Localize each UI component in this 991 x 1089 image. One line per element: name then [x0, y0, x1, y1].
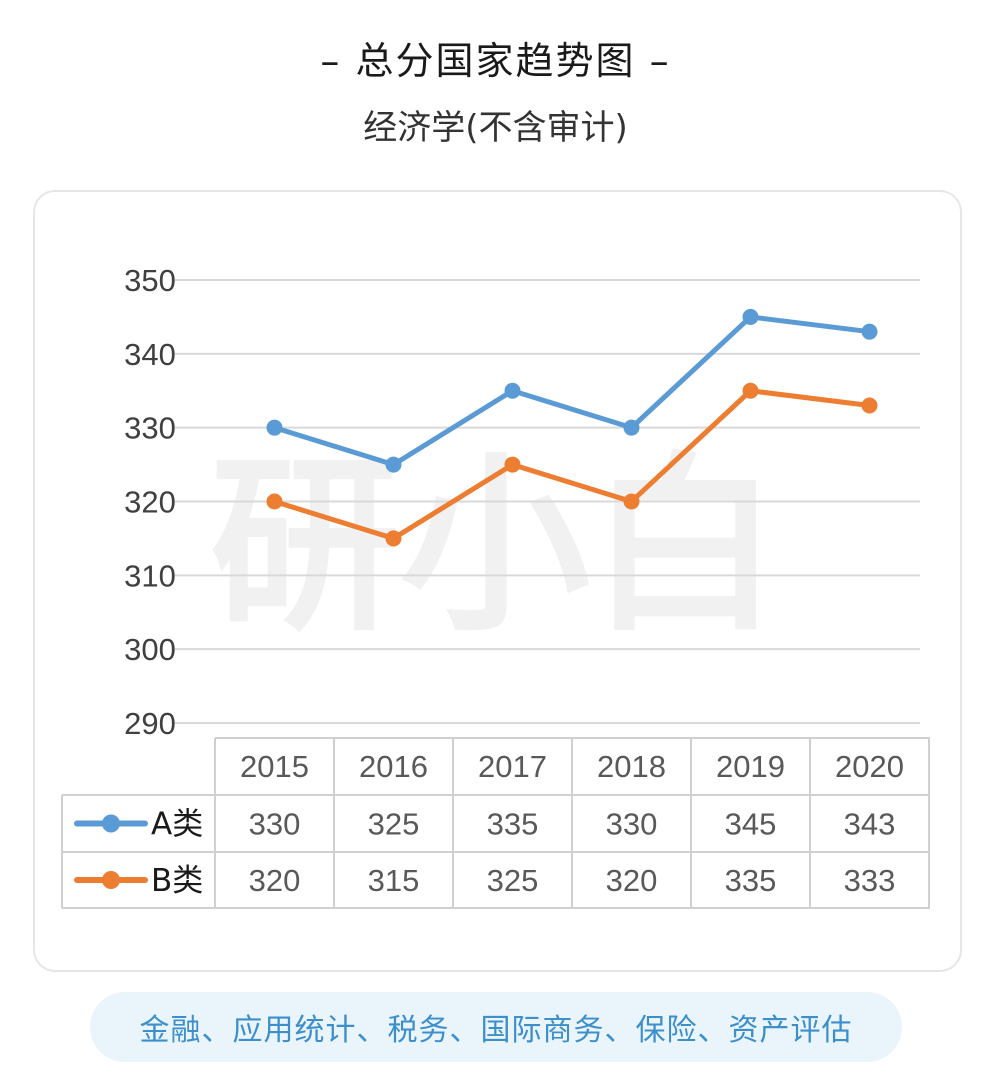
chart-subtitle: 经济学(不含审计) [363, 108, 628, 148]
data-point [742, 308, 759, 325]
y-tick-label: 320 [124, 485, 176, 520]
title-dash-left: – [320, 39, 342, 83]
table-value: 325 [368, 807, 420, 842]
table-value: 335 [487, 807, 539, 842]
x-category-label: 2018 [597, 749, 666, 784]
data-point [385, 530, 402, 547]
y-tick-label: 310 [124, 558, 176, 593]
watermark: 研小白 [210, 436, 780, 657]
series-line-b [272, 388, 872, 541]
data-point [623, 493, 640, 510]
x-category-label: 2020 [835, 749, 904, 784]
table-value: 320 [249, 863, 301, 898]
x-category-label: 2017 [478, 749, 547, 784]
title-dash-right: – [649, 39, 671, 83]
x-category-label: 2015 [240, 749, 309, 784]
legend-key-marker [102, 871, 120, 889]
x-category-label: 2019 [716, 749, 785, 784]
series-line-a [272, 314, 872, 468]
data-point [861, 397, 878, 414]
chart-card [33, 190, 962, 972]
legend-label: B类 [151, 863, 203, 899]
table-value: 330 [249, 807, 301, 842]
table-value: 325 [487, 863, 539, 898]
data-point [266, 419, 283, 436]
table-value: 343 [844, 807, 896, 842]
data-point [504, 382, 521, 399]
table-value: 333 [844, 863, 896, 898]
y-tick-label: 350 [124, 263, 176, 298]
title-text: 总分国家趋势图 [355, 39, 636, 83]
chart-title: – 总分国家趋势图 – [0, 30, 991, 85]
table-value: 330 [606, 807, 658, 842]
legend-key-marker [102, 814, 120, 833]
table-value: 320 [606, 863, 658, 898]
data-point [742, 382, 759, 399]
legend-label: A类 [151, 807, 203, 843]
y-tick-label: 300 [124, 632, 176, 667]
data-point [385, 456, 402, 473]
majors-footer: 金融、应用统计、税务、国际商务、保险、资产评估 [90, 992, 902, 1062]
y-tick-label: 340 [124, 337, 176, 372]
x-category-label: 2016 [359, 749, 428, 784]
data-point [266, 493, 283, 510]
data-point [504, 456, 521, 473]
table-value: 315 [368, 863, 420, 898]
table-value: 335 [725, 863, 777, 898]
y-tick-label: 330 [124, 411, 176, 446]
y-tick-label: 290 [124, 706, 176, 741]
data-point [623, 419, 640, 436]
table-value: 345 [725, 807, 777, 842]
data-point [861, 323, 878, 340]
